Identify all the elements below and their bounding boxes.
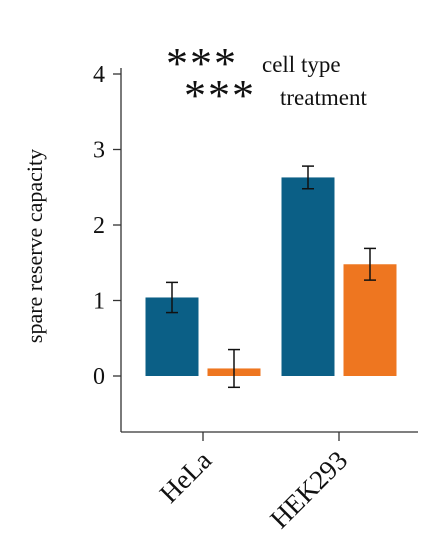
treatment-label: treatment	[280, 85, 367, 110]
y-tick-label: 4	[93, 62, 105, 88]
y-tick-label: 3	[93, 138, 105, 164]
bar	[343, 264, 397, 376]
cell-type-label: cell type	[262, 52, 341, 77]
x-tick-label: HeLa	[154, 445, 218, 509]
cell-type-stars: ***	[166, 39, 238, 88]
treatment-stars: ***	[184, 71, 256, 120]
bars	[145, 177, 397, 376]
x-ticks: HeLa HEK293	[154, 432, 353, 534]
y-axis-label: spare reserve capacity	[22, 149, 47, 343]
x-tick-label: HEK293	[264, 445, 353, 534]
error-bars	[166, 165, 376, 389]
y-tick-label: 1	[93, 289, 105, 315]
plot-area: 0 1 2 3 4 HeLa HEK293	[93, 62, 418, 534]
y-ticks: 0 1 2 3 4	[93, 62, 121, 390]
bar	[281, 177, 335, 376]
y-tick-label: 0	[93, 364, 105, 390]
significance-legend: *** cell type *** treatment	[166, 39, 367, 120]
y-tick-label: 2	[93, 213, 105, 239]
